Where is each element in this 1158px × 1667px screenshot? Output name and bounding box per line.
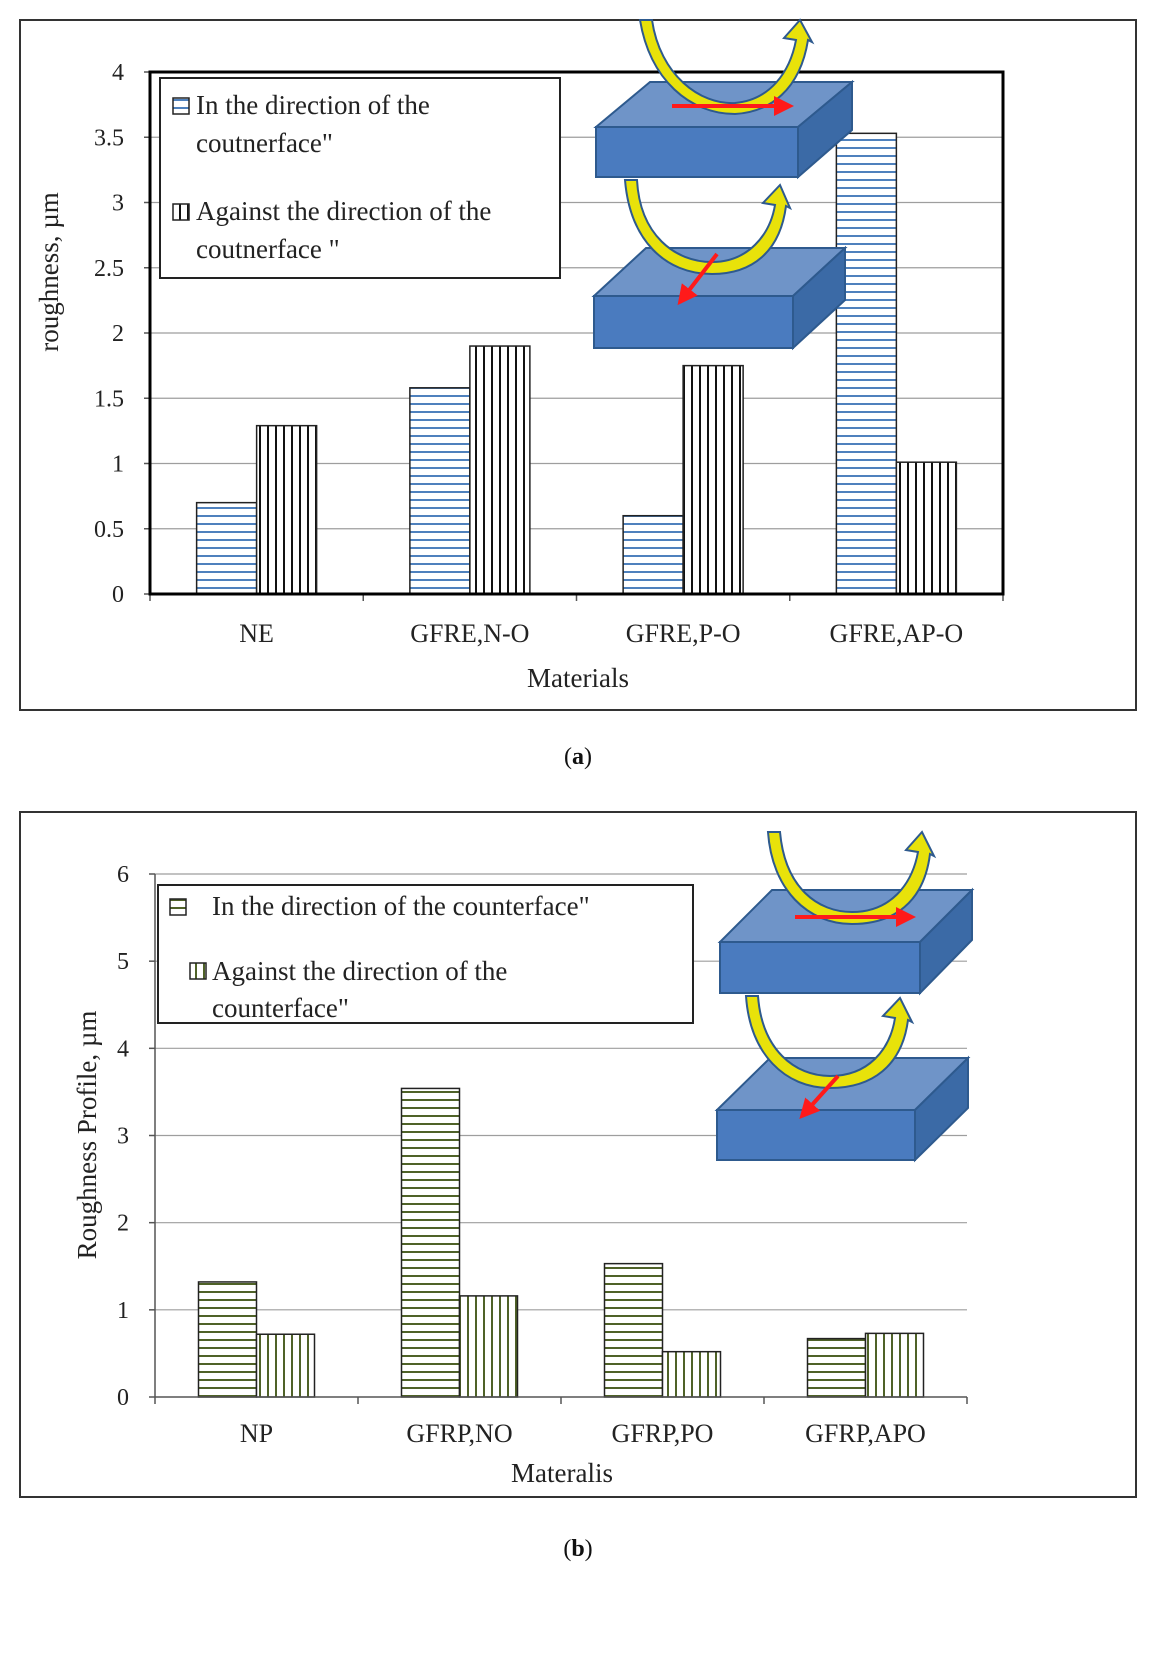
y-tick-label: 4: [112, 60, 124, 86]
x-category-label: GFRE,N-O: [410, 619, 529, 648]
x-category-label: GFRE,P-O: [626, 619, 741, 648]
panel-a-legend-swatch-series-1: [172, 97, 190, 115]
bar-2-ne: [255, 424, 318, 595]
bar-2-gfre-ap-o: [895, 461, 958, 595]
bar-1-gfre-n-o: [409, 387, 471, 595]
panel-a-y-axis-title: roughness, µm: [34, 192, 64, 352]
panel-b-legend-swatch-series-1: [169, 898, 187, 916]
x-category-label: GFRP,NO: [406, 1419, 512, 1448]
bar-2-gfrp-no: [458, 1295, 519, 1398]
bar-1-gfre-p-o: [622, 514, 684, 595]
bar-1-np: [197, 1281, 258, 1398]
panel-a-legend-swatch-series-2: [172, 203, 190, 221]
panel-b-y-tick-labels: 0 1 2 3 4 5 6: [117, 862, 129, 1411]
panel-a-caption: (a): [564, 744, 592, 770]
bar-1-gfrp-po: [603, 1262, 664, 1398]
panel-a-bars: [195, 132, 958, 595]
panel-b-legend-label-series-2-line-2: counterface": [212, 993, 349, 1023]
panel-b-lower-block: [714, 1055, 971, 1163]
plot-area-frame: [148, 70, 1005, 596]
y-tick-label: 1.5: [94, 386, 124, 412]
y-tick-label: 5: [117, 949, 129, 975]
panel-b-legend: In the direction of the counterface" Aga…: [157, 884, 694, 1024]
panel-b-upper-rotation-arrow-icon: [766, 830, 937, 926]
panel-b-counterface-illustration: [714, 830, 975, 1163]
bar-2-gfre-p-o: [682, 364, 744, 595]
panel-a-upper-block: [593, 79, 855, 180]
panel-a-legend: In the direction of the coutnerface" Aga…: [159, 77, 561, 279]
y-tick-label: 2.5: [94, 256, 124, 282]
bar-1-gfrp-apo: [806, 1337, 867, 1398]
panel-b-legend-label-series-2-line-1: Against the direction of the: [212, 956, 507, 986]
panel-a-category-labels: NE GFRE,N-O GFRE,P-O GFRE,AP-O: [239, 619, 963, 648]
bar-1-gfre-ap-o: [835, 132, 898, 595]
panel-b-category-labels: NP GFRP,NO GFRP,PO GFRP,APO: [240, 1419, 926, 1448]
y-tick-label: 3.5: [94, 125, 124, 151]
panel-b-legend-swatch-series-2: [189, 962, 207, 980]
y-tick-label: 4: [117, 1036, 129, 1062]
y-tick-label: 0: [117, 1385, 129, 1411]
panel-b-y-axis-title: Roughness Profile, µm: [72, 1011, 102, 1260]
panel-b-legend-label-series-1-line-1: In the direction of the counterface": [212, 891, 590, 921]
panel-b-caption: (b): [563, 1536, 592, 1562]
panel-b-legend-box: [157, 884, 694, 1024]
panel-b-lower-sliding-direction-arrow-icon: [799, 1074, 840, 1119]
panel-b-axes: [149, 873, 968, 1404]
panel-a-legend-label-series-1-line-1: In the direction of the: [196, 90, 430, 120]
panel-a: 0 0.5 1 1.5 2 2.5 3 3.5 4 NE GFRE,N-O GFRE,P-O GFRE…: [19, 18, 1137, 770]
x-category-label: GFRP,APO: [805, 1419, 926, 1448]
bar-2-gfrp-apo: [864, 1332, 925, 1398]
bar-1-gfrp-no: [400, 1087, 461, 1398]
y-tick-label: 1: [112, 452, 124, 478]
y-tick-label: 2: [112, 321, 124, 347]
y-tick-label: 1: [117, 1298, 129, 1324]
x-category-label: NP: [240, 1419, 273, 1448]
panel-b: 0 1 2 3 4 5 6 NP GFRP,NO GFRP,PO GFRP,APO Materal…: [19, 811, 1137, 1562]
panel-a-upper-rotation-arrow-icon: [638, 18, 815, 116]
panel-a-legend-label-series-1-line-2: coutnerface": [196, 128, 333, 158]
y-tick-label: 0.5: [94, 517, 124, 543]
panel-b-x-axis-title: Materalis: [511, 1458, 613, 1488]
y-tick-label: 3: [117, 1124, 129, 1150]
y-tick-label: 6: [117, 862, 129, 888]
panel-b-lower-rotation-arrow-icon: [744, 995, 915, 1090]
panel-a-y-tick-labels: 0 0.5 1 1.5 2 2.5 3 3.5 4: [94, 60, 124, 608]
panel-b-upper-block: [717, 887, 975, 996]
y-tick-label: 3: [112, 191, 124, 217]
panel-a-counterface-illustration: [591, 18, 855, 351]
bar-2-gfre-n-o: [469, 345, 531, 595]
bar-1-ne: [195, 501, 258, 595]
x-category-label: NE: [239, 619, 274, 648]
bar-2-np: [255, 1333, 316, 1398]
panel-a-lower-sliding-direction-arrow-icon: [677, 252, 719, 306]
panel-a-axes: [144, 70, 1005, 601]
x-category-label: GFRE,AP-O: [830, 619, 964, 648]
bar-2-gfrp-po: [661, 1350, 722, 1398]
y-tick-label: 0: [112, 582, 124, 608]
x-category-label: GFRP,PO: [612, 1419, 714, 1448]
y-tick-label: 2: [117, 1211, 129, 1237]
panel-a-legend-label-series-2-line-1: Against the direction of the: [196, 196, 491, 226]
panel-a-lower-rotation-arrow-icon: [623, 179, 793, 276]
panel-a-legend-box: [159, 77, 561, 279]
panel-a-legend-label-series-2-line-2: coutnerface ": [196, 234, 340, 264]
panel-a-x-axis-title: Materials: [527, 663, 629, 693]
panel-b-bars: [197, 1087, 925, 1398]
